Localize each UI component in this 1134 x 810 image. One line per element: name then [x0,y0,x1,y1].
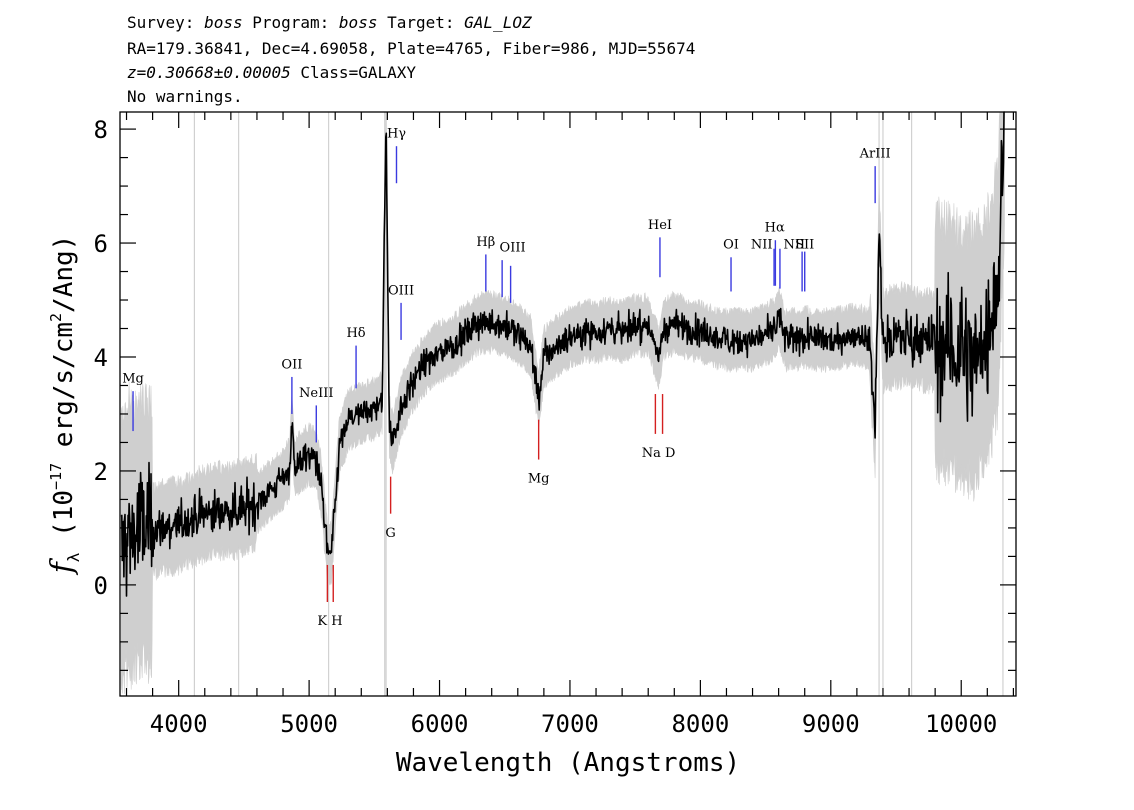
emission-label: HeI [648,218,672,233]
x-tick-label: 6000 [411,710,469,738]
emission-label: Hδ [346,326,365,341]
y-tick-label: 2 [94,458,108,486]
x-axis-title: Wavelength (Angstroms) [396,748,740,778]
absorption-label: Na D [642,446,676,461]
header-info: Survey: boss Program: boss Target: GAL_L… [127,13,695,106]
emission-label: NII [783,238,805,253]
absorption-label: G [385,526,395,541]
x-tick-label: 5000 [280,710,338,738]
line-markers [132,146,876,602]
header-line-survey: Survey: boss Program: boss Target: GAL_L… [127,13,532,32]
flux-line [120,111,1005,597]
y-tick-label: 6 [94,230,108,258]
x-tick-label: 7000 [541,710,599,738]
header-line-redshift: z=0.30668±0.00005 Class=GALAXY [127,63,416,82]
x-tick-labels: 4000 5000 6000 7000 8000 9000 10000 [150,710,998,738]
emission-label: NII [751,238,773,253]
emission-label: Hβ [476,235,495,250]
y-tick-label: 0 [94,572,108,600]
emission-label: Mg [122,372,144,387]
sky-lines [193,112,1004,696]
axis-ticks [120,112,1016,696]
error-envelope [121,111,1005,694]
emission-label: OI [723,238,739,253]
emission-label: ArIII [859,147,891,162]
y-tick-label: 8 [94,116,108,144]
emission-label: OII [281,357,302,372]
emission-label: Hα [765,221,785,236]
x-tick-label: 4000 [150,710,208,738]
emission-label: OIII [388,283,414,298]
emission-label: OIII [500,241,526,256]
emission-label: SII [795,238,814,253]
x-tick-label: 8000 [671,710,729,738]
emission-label: Hγ [387,127,406,142]
y-tick-label: 4 [94,344,108,372]
y-axis-title: fλ (10−17 erg/s/cm2/Ang) [45,235,83,576]
plot-frame [119,111,1017,697]
absorption-label: Mg [528,472,550,487]
error-band [121,111,1005,694]
emission-label: NeIII [299,386,333,401]
x-tick-label: 9000 [802,710,860,738]
header-line-coordinates: RA=179.36841, Dec=4.69058, Plate=4765, F… [127,39,695,58]
header-line-warnings: No warnings. [127,87,243,106]
absorption-line-labels: K H G Mg Na D [317,446,675,629]
y-tick-labels: 0 2 4 6 8 [94,116,108,600]
absorption-label: K H [317,614,342,629]
x-tick-label: 10000 [925,710,997,738]
flux-series [120,111,1005,597]
